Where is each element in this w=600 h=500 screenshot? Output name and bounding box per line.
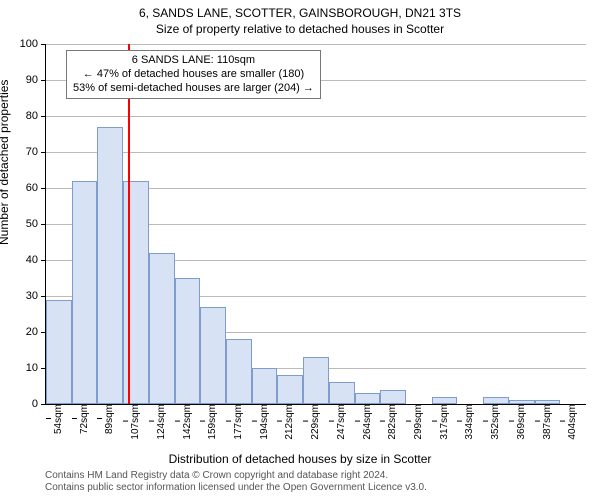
chart-title-line1: 6, SANDS LANE, SCOTTER, GAINSBOROUGH, DN… [0, 6, 600, 20]
y-tick: 70 [26, 146, 46, 158]
histogram-bar [46, 300, 72, 404]
y-tick: 40 [26, 254, 46, 266]
histogram-bar [277, 375, 303, 404]
x-tick: 317sqm [432, 404, 450, 440]
x-tick: 212sqm [277, 404, 295, 440]
histogram-bar [226, 339, 252, 404]
footer-attribution: Contains HM Land Registry data © Crown c… [45, 470, 427, 494]
x-tick: 387sqm [535, 404, 553, 440]
y-tick: 30 [26, 290, 46, 302]
y-tick: 100 [20, 38, 46, 50]
x-tick: 107sqm [123, 404, 141, 440]
histogram-bar [329, 382, 355, 404]
y-tick: 50 [26, 218, 46, 230]
histogram-bar [175, 278, 201, 404]
histogram-bar [149, 253, 175, 404]
annotation-line2: ← 47% of detached houses are smaller (18… [73, 68, 314, 82]
histogram-bar [200, 307, 226, 404]
x-tick: 229sqm [303, 404, 321, 440]
histogram-bar [483, 397, 509, 404]
annotation-line3: 53% of semi-detached houses are larger (… [73, 82, 314, 96]
gridline [46, 116, 586, 117]
x-tick: 72sqm [72, 404, 90, 434]
x-tick: 159sqm [200, 404, 218, 440]
footer-line2: Contains public sector information licen… [45, 482, 427, 494]
y-axis-label: Number of detached properties [0, 80, 11, 245]
annotation-line1: 6 SANDS LANE: 110sqm [73, 54, 314, 68]
x-tick: 247sqm [329, 404, 347, 440]
x-axis-label: Distribution of detached houses by size … [0, 452, 600, 466]
x-tick: 264sqm [355, 404, 373, 440]
x-tick: 282sqm [380, 404, 398, 440]
histogram-bar [123, 181, 149, 404]
x-tick: 299sqm [406, 404, 424, 440]
x-tick: 352sqm [483, 404, 501, 440]
y-tick: 60 [26, 182, 46, 194]
histogram-bar [380, 390, 406, 404]
y-tick: 20 [26, 326, 46, 338]
histogram-bar [535, 400, 561, 404]
x-tick: 54sqm [46, 404, 64, 434]
y-tick: 0 [32, 398, 46, 410]
y-tick: 10 [26, 362, 46, 374]
y-tick: 80 [26, 110, 46, 122]
x-tick: 404sqm [560, 404, 578, 440]
x-tick: 334sqm [457, 404, 475, 440]
footer-line1: Contains HM Land Registry data © Crown c… [45, 470, 427, 482]
histogram-bar [303, 357, 329, 404]
annotation-box: 6 SANDS LANE: 110sqm ← 47% of detached h… [66, 50, 321, 99]
x-tick: 89sqm [97, 404, 115, 434]
histogram-bar [252, 368, 278, 404]
gridline [46, 152, 586, 153]
y-tick: 90 [26, 74, 46, 86]
x-tick: 177sqm [226, 404, 244, 440]
x-tick: 124sqm [149, 404, 167, 440]
x-tick: 194sqm [252, 404, 270, 440]
histogram-bar [509, 400, 535, 404]
histogram-bar [432, 397, 458, 404]
histogram-bar [355, 393, 381, 404]
x-tick: 142sqm [175, 404, 193, 440]
gridline [46, 44, 586, 45]
histogram-bar [97, 127, 123, 404]
chart-title-line2: Size of property relative to detached ho… [0, 22, 600, 36]
histogram-bar [72, 181, 98, 404]
x-tick: 369sqm [509, 404, 527, 440]
